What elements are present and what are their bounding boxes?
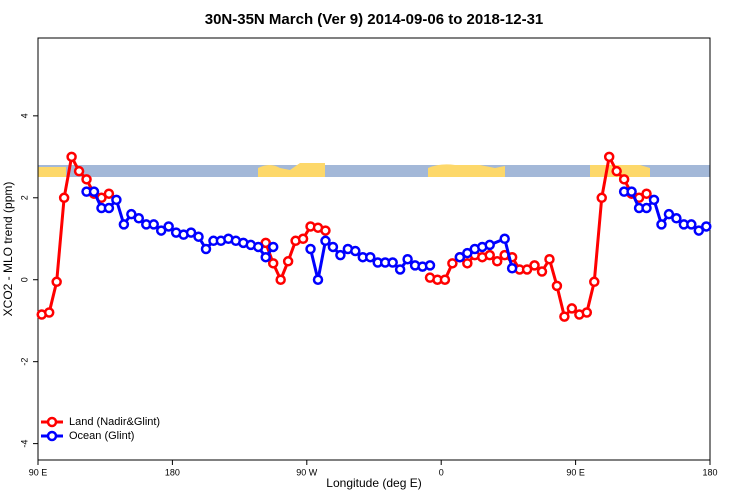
data-point <box>484 249 495 261</box>
data-point <box>88 186 100 197</box>
data-point <box>589 276 600 288</box>
data-point <box>618 174 630 185</box>
data-point <box>163 221 174 232</box>
data-point <box>350 245 361 257</box>
data-point <box>663 208 675 220</box>
data-point <box>671 213 682 224</box>
data-point <box>626 186 637 197</box>
y-axis-label: XCO2 - MLO trend (ppm) <box>1 182 15 317</box>
data-point <box>81 174 92 185</box>
data-point <box>641 202 652 214</box>
data-point <box>43 307 55 318</box>
chart-title: 30N-35N March (Ver 9) 2014-09-06 to 2018… <box>205 11 544 28</box>
data-point <box>536 266 548 277</box>
data-point <box>185 227 197 238</box>
data-point <box>275 274 286 285</box>
data-point <box>155 225 167 236</box>
series-line <box>429 152 648 320</box>
data-point <box>581 307 593 318</box>
data-point <box>111 194 122 206</box>
land-band <box>258 163 325 177</box>
data-point <box>402 253 413 265</box>
data-point <box>454 251 466 263</box>
x-axis-label: Longitude (deg E) <box>326 476 421 490</box>
data-point <box>686 219 697 230</box>
data-point <box>260 237 271 249</box>
data-point <box>267 258 279 269</box>
data-point <box>529 260 540 271</box>
data-point <box>133 213 145 224</box>
data-point <box>260 251 271 263</box>
data-point <box>521 264 533 275</box>
data-point <box>394 264 406 275</box>
data-point <box>603 151 615 163</box>
data-point <box>312 274 324 285</box>
data-point <box>447 258 458 269</box>
x-tick-label: 90 W <box>296 467 318 477</box>
legend-label: Ocean (Glint) <box>69 430 134 442</box>
data-point <box>297 233 309 245</box>
y-tick-label: 2 <box>19 195 29 200</box>
series-line <box>41 152 110 316</box>
legend-marker <box>46 416 58 428</box>
data-point <box>305 243 316 255</box>
data-point <box>648 194 660 206</box>
data-point <box>544 253 555 265</box>
data-point <box>193 231 204 242</box>
data-point <box>66 151 77 163</box>
data-point <box>320 225 331 236</box>
data-point <box>656 219 667 230</box>
y-tick-label: -4 <box>19 440 29 448</box>
ocean-band <box>38 165 710 177</box>
data-point <box>126 208 137 220</box>
data-point <box>73 165 85 177</box>
data-point <box>365 251 376 263</box>
data-point <box>51 276 62 288</box>
y-tick-label: 0 <box>19 277 29 282</box>
data-point <box>148 219 159 230</box>
data-point <box>641 188 652 199</box>
legend-label: Land (Nadir&Glint) <box>69 416 160 428</box>
data-point <box>282 256 294 267</box>
data-point <box>267 241 279 253</box>
data-point <box>693 225 705 236</box>
data-point <box>491 256 503 267</box>
data-point <box>462 258 473 269</box>
data-point <box>103 188 115 199</box>
data-point <box>551 280 563 292</box>
data-point <box>103 202 115 214</box>
data-point <box>559 311 570 322</box>
data-point <box>462 247 473 259</box>
land-band <box>428 164 505 177</box>
y-tick-label: -2 <box>19 358 29 366</box>
data-point <box>253 241 264 253</box>
data-point <box>566 303 578 314</box>
x-tick-label: 90 E <box>566 467 585 477</box>
data-point <box>387 257 398 268</box>
x-tick-label: 0 <box>439 467 444 477</box>
x-tick-label: 90 E <box>29 467 48 477</box>
y-tick-label: 4 <box>19 113 29 118</box>
data-point <box>611 165 622 177</box>
land-band <box>38 167 66 177</box>
data-point <box>506 263 518 274</box>
legend-marker <box>46 430 58 442</box>
data-point <box>424 260 436 271</box>
data-point <box>200 243 212 255</box>
data-point <box>596 192 607 204</box>
x-tick-label: 180 <box>702 467 717 477</box>
data-point <box>320 235 331 247</box>
data-point <box>499 233 510 245</box>
data-point <box>335 249 346 261</box>
x-tick-label: 180 <box>165 467 180 477</box>
data-point <box>439 274 451 285</box>
data-point <box>118 219 130 230</box>
data-point <box>58 192 70 204</box>
data-point <box>484 239 495 251</box>
plot-frame <box>37 37 711 461</box>
data-point <box>701 221 712 232</box>
data-point <box>327 241 339 253</box>
